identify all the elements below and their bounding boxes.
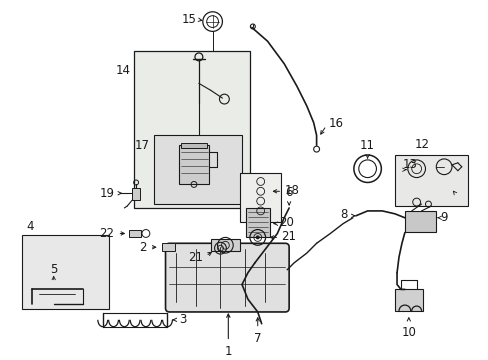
Text: 3: 3 — [179, 313, 186, 326]
Bar — [181, 143, 206, 148]
Text: 12: 12 — [414, 138, 429, 151]
Text: 17: 17 — [135, 139, 149, 152]
Circle shape — [256, 236, 259, 239]
Text: 6: 6 — [285, 186, 292, 199]
Bar — [161, 243, 175, 251]
Text: 22: 22 — [100, 227, 114, 240]
FancyBboxPatch shape — [165, 243, 288, 312]
Bar — [179, 145, 208, 184]
Text: 21: 21 — [187, 251, 203, 264]
Bar — [129, 230, 141, 237]
Bar — [394, 289, 422, 311]
Text: 8: 8 — [340, 208, 347, 221]
Text: 2: 2 — [139, 241, 146, 254]
Text: 20: 20 — [279, 216, 294, 229]
Bar — [210, 239, 240, 251]
Bar — [22, 235, 108, 309]
Bar — [245, 208, 269, 237]
Text: 9: 9 — [439, 211, 447, 224]
Text: 5: 5 — [50, 263, 57, 276]
Text: 7: 7 — [253, 332, 261, 345]
Text: 4: 4 — [26, 220, 34, 234]
Text: 21: 21 — [281, 230, 296, 243]
Text: 14: 14 — [115, 64, 130, 77]
Bar — [394, 155, 467, 206]
Text: 19: 19 — [100, 187, 114, 200]
Bar — [153, 135, 242, 204]
Bar — [240, 173, 281, 222]
Text: 16: 16 — [328, 117, 343, 130]
Bar — [134, 51, 249, 208]
Text: 1: 1 — [224, 345, 232, 358]
Text: 13: 13 — [402, 158, 417, 171]
Text: 15: 15 — [182, 13, 197, 26]
Bar — [404, 211, 435, 233]
Text: 10: 10 — [401, 326, 415, 339]
Text: 11: 11 — [359, 139, 374, 152]
Text: 18: 18 — [284, 184, 299, 197]
Bar — [132, 188, 140, 200]
